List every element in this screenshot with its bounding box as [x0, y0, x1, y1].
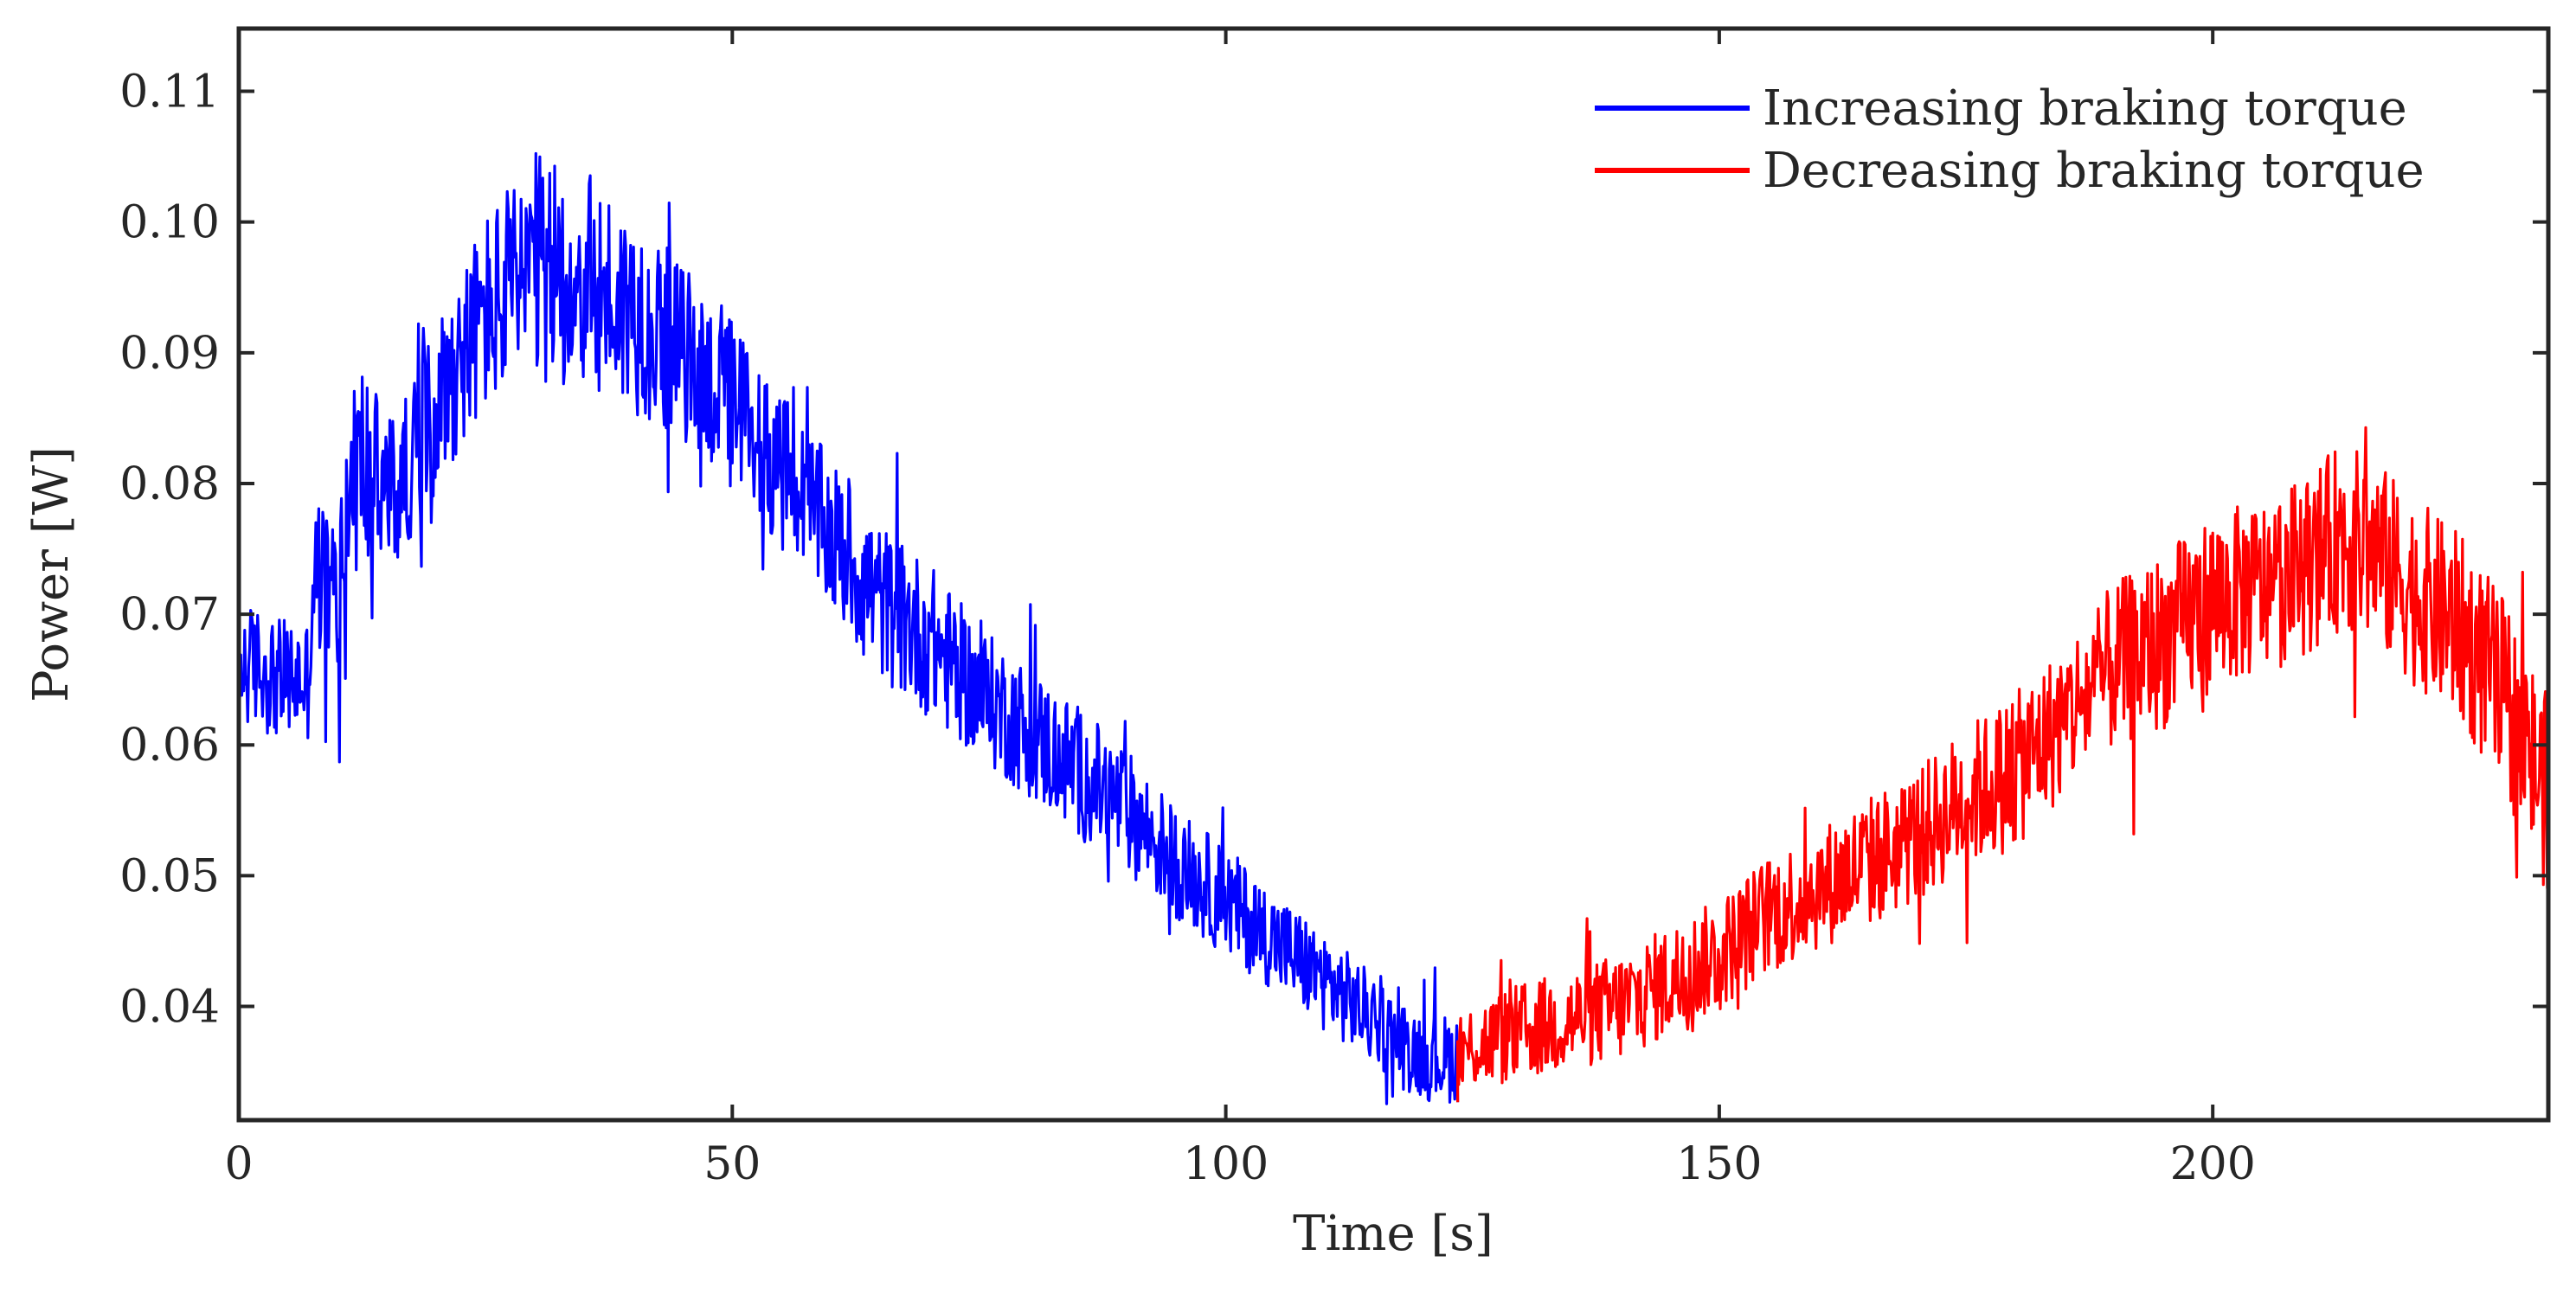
y-tick-label: 0.05 — [119, 850, 220, 902]
x-tick-label: 150 — [1676, 1138, 1762, 1190]
series-layer — [237, 151, 2550, 1105]
y-tick-label: 0.04 — [119, 982, 220, 1034]
plot-background — [239, 29, 2548, 1120]
legend: Increasing braking torque Decreasing bra… — [1595, 80, 2425, 199]
y-axis-title: Power [W] — [23, 446, 80, 702]
plot-frame — [236, 26, 2551, 1123]
x-tick-label: 0 — [224, 1138, 253, 1190]
x-tick-label: 200 — [2170, 1138, 2256, 1190]
y-tick-label: 0.08 — [119, 458, 220, 510]
y-tick-label: 0.09 — [119, 328, 220, 380]
x-axis-title: Time [s] — [1293, 1206, 1494, 1262]
y-tick-label: 0.10 — [119, 197, 220, 249]
y-tick-label: 0.11 — [119, 67, 220, 119]
tick-labels-layer: 0 50 100 150 200 0.04 0.05 0.06 0.07 0.08 0.09 0.10… — [119, 67, 2256, 1190]
y-tick-label: 0.07 — [119, 589, 220, 641]
series-line-1 — [1456, 426, 2550, 1103]
legend-label-decreasing: Decreasing braking torque — [1763, 143, 2425, 199]
series-line-0 — [237, 151, 1460, 1105]
y-tick-label: 0.06 — [119, 720, 220, 772]
x-tick-label: 50 — [703, 1138, 761, 1190]
ticks-layer — [237, 29, 2548, 1120]
legend-label-increasing: Increasing braking torque — [1763, 80, 2407, 137]
x-tick-label: 100 — [1183, 1138, 1269, 1190]
